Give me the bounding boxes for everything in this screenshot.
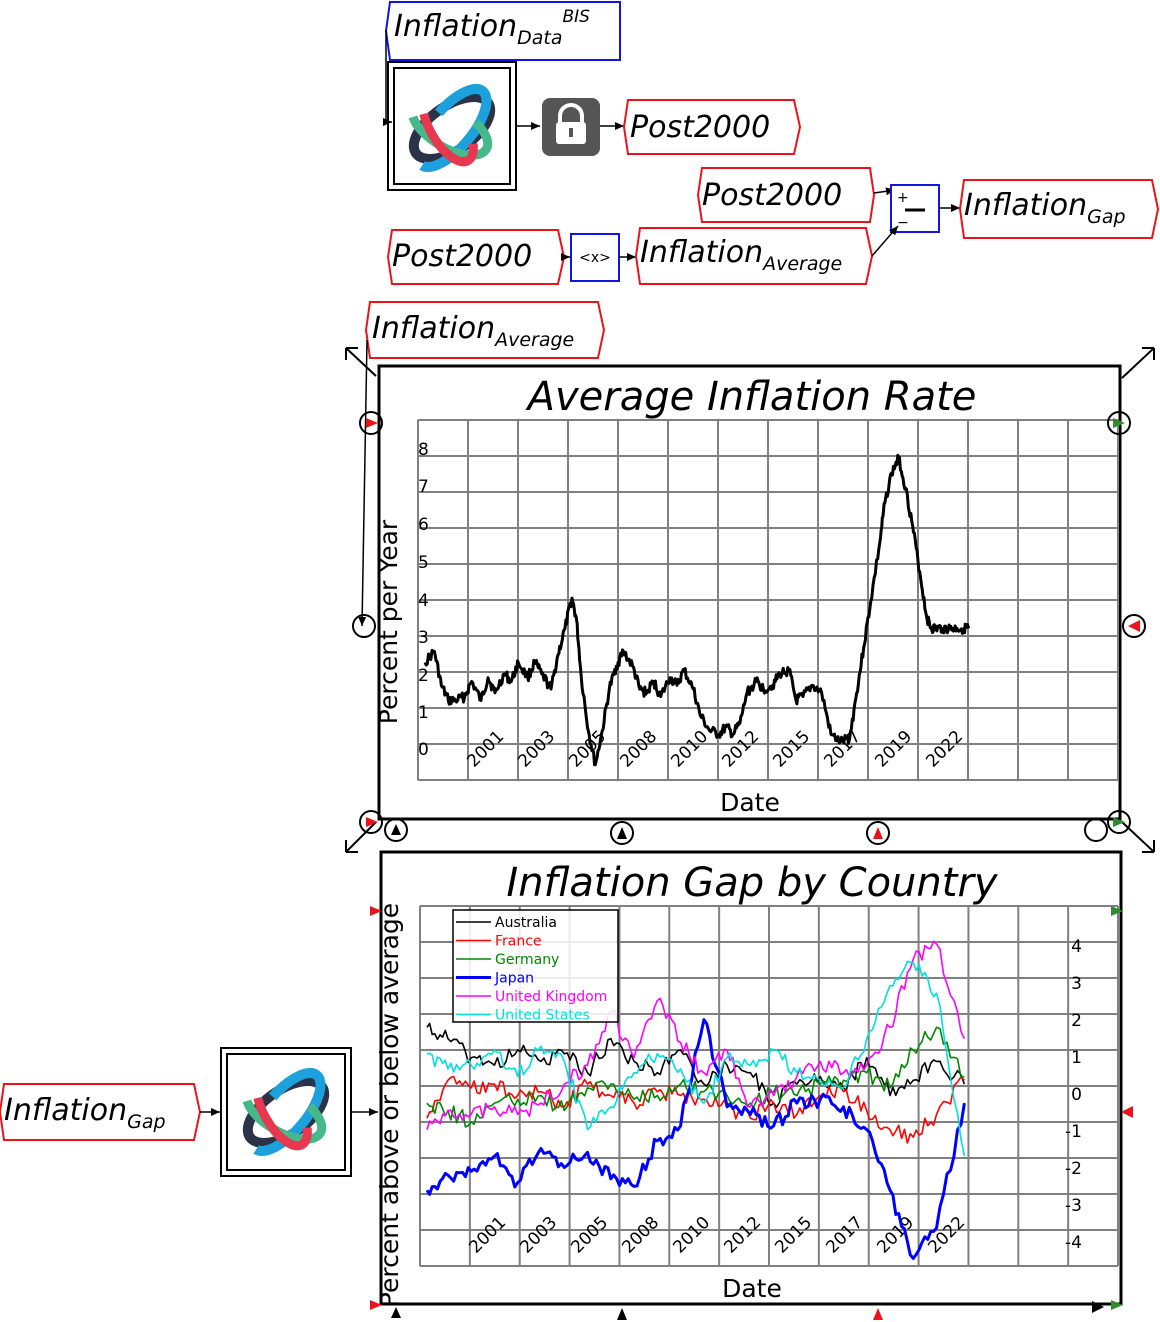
inflation-average-sub: Average <box>761 253 842 275</box>
chart1-ports[interactable] <box>352 411 1146 845</box>
chart1-resize-handles[interactable] <box>345 347 1155 853</box>
legend-entry: France <box>495 934 542 950</box>
inflation-data-sub: Data <box>517 27 562 49</box>
post2000-average-label: Post2000 <box>392 239 532 274</box>
inflation-gap-plot-sub: Gap <box>127 1111 165 1133</box>
inflation-average-plot-base: Inflation <box>372 311 495 346</box>
chart2-ylabel: Percent above or below average <box>375 903 404 1307</box>
legend-entry: Japan <box>494 971 534 987</box>
chart2-title: Inflation Gap by Country <box>506 860 998 906</box>
legend-entry: United Kingdom <box>495 989 607 1005</box>
svg-text:InflationAverage: InflationAverage <box>372 311 574 351</box>
inflation-average-base: Inflation <box>640 235 763 270</box>
chart2-ports[interactable] <box>370 906 1133 1320</box>
y-tick-label: 5 <box>418 553 429 573</box>
subtract-operator[interactable]: + − <box>890 184 940 233</box>
inflation-average-plot-sub: Average <box>493 329 574 351</box>
average-inflation-plot[interactable]: Average Inflation Rate Date Percent per … <box>374 364 1122 821</box>
y-tick-label: -4 <box>1065 1233 1082 1253</box>
svg-text:InflationGap: InflationGap <box>4 1093 166 1133</box>
y-tick-label: -2 <box>1065 1159 1082 1179</box>
chart1-title: Average Inflation Rate <box>525 374 977 420</box>
y-tick-label: 1 <box>1071 1048 1082 1068</box>
inflation-average-plot-input[interactable]: InflationAverage <box>364 301 606 359</box>
minus-port-label: − <box>897 215 909 231</box>
y-tick-label: -1 <box>1065 1122 1082 1142</box>
inflation-gap-plot[interactable]: Inflation Gap by Country Date Percent ab… <box>375 850 1123 1307</box>
post2000-variable[interactable]: Post2000 <box>622 99 802 155</box>
series-line-france <box>426 1075 965 1144</box>
series-line-united-states <box>426 960 966 1157</box>
chart2-xlabel: Date <box>722 1274 782 1303</box>
y-tick-label: 2 <box>418 666 429 686</box>
inflation-data-parameter[interactable]: InflationDataBIS <box>384 0 621 61</box>
inflation-gap-plot-base: Inflation <box>4 1093 127 1128</box>
model-logo-icon[interactable] <box>220 1047 352 1177</box>
series-line-united-kingdom <box>426 940 966 1130</box>
inflation-data-base: Inflation <box>394 9 517 44</box>
y-tick-label: 0 <box>1071 1085 1082 1105</box>
post2000-label: Post2000 <box>630 110 770 145</box>
svg-text:InflationDataBIS: InflationDataBIS <box>394 7 590 49</box>
inflation-data-sup: BIS <box>562 7 590 27</box>
legend-box <box>452 909 619 1023</box>
average-operator-label: <x> <box>579 250 611 266</box>
chart1-ylabel: Percent per Year <box>374 519 403 724</box>
y-tick-label: -3 <box>1065 1196 1082 1216</box>
chart2-legend: Australia France Germany Japan United Kingdo… <box>452 909 619 1024</box>
model-logo-icon[interactable] <box>387 61 517 191</box>
y-tick-label: 1 <box>418 703 429 723</box>
chart1-xlabel: Date <box>720 788 780 817</box>
average-operator[interactable]: <x> <box>570 233 620 282</box>
inflation-gap-base: Inflation <box>964 188 1087 223</box>
inflation-average-variable[interactable]: InflationAverage <box>634 227 874 285</box>
y-tick-label: 2 <box>1071 1011 1082 1031</box>
series-line-average <box>423 453 971 767</box>
y-tick-label: 3 <box>418 628 429 648</box>
y-tick-label: 4 <box>418 591 429 611</box>
legend-entry: Australia <box>495 915 557 931</box>
post2000-subtract-input[interactable]: Post2000 <box>696 167 876 223</box>
legend-entry: Germany <box>495 952 559 968</box>
y-tick-label: 8 <box>418 440 429 460</box>
inflation-gap-variable[interactable]: InflationGap <box>958 179 1160 239</box>
svg-text:InflationGap: InflationGap <box>964 188 1126 228</box>
lock-icon[interactable] <box>542 98 600 156</box>
plus-port-label: + <box>897 190 909 206</box>
series-line-japan <box>425 1018 966 1260</box>
svg-text:InflationAverage: InflationAverage <box>640 235 842 275</box>
post2000-average-input[interactable]: Post2000 <box>386 229 566 285</box>
inflation-gap-plot-input[interactable]: InflationGap <box>0 1083 202 1141</box>
inflation-gap-sub: Gap <box>1087 206 1125 228</box>
y-tick-label: 6 <box>418 515 429 535</box>
post2000-subtract-label: Post2000 <box>702 178 842 213</box>
legend-entry: United States <box>495 1008 590 1024</box>
y-tick-label: 7 <box>418 477 429 497</box>
y-tick-label: 0 <box>418 740 429 760</box>
y-tick-label: 3 <box>1071 974 1082 994</box>
y-tick-label: 4 <box>1071 937 1082 957</box>
